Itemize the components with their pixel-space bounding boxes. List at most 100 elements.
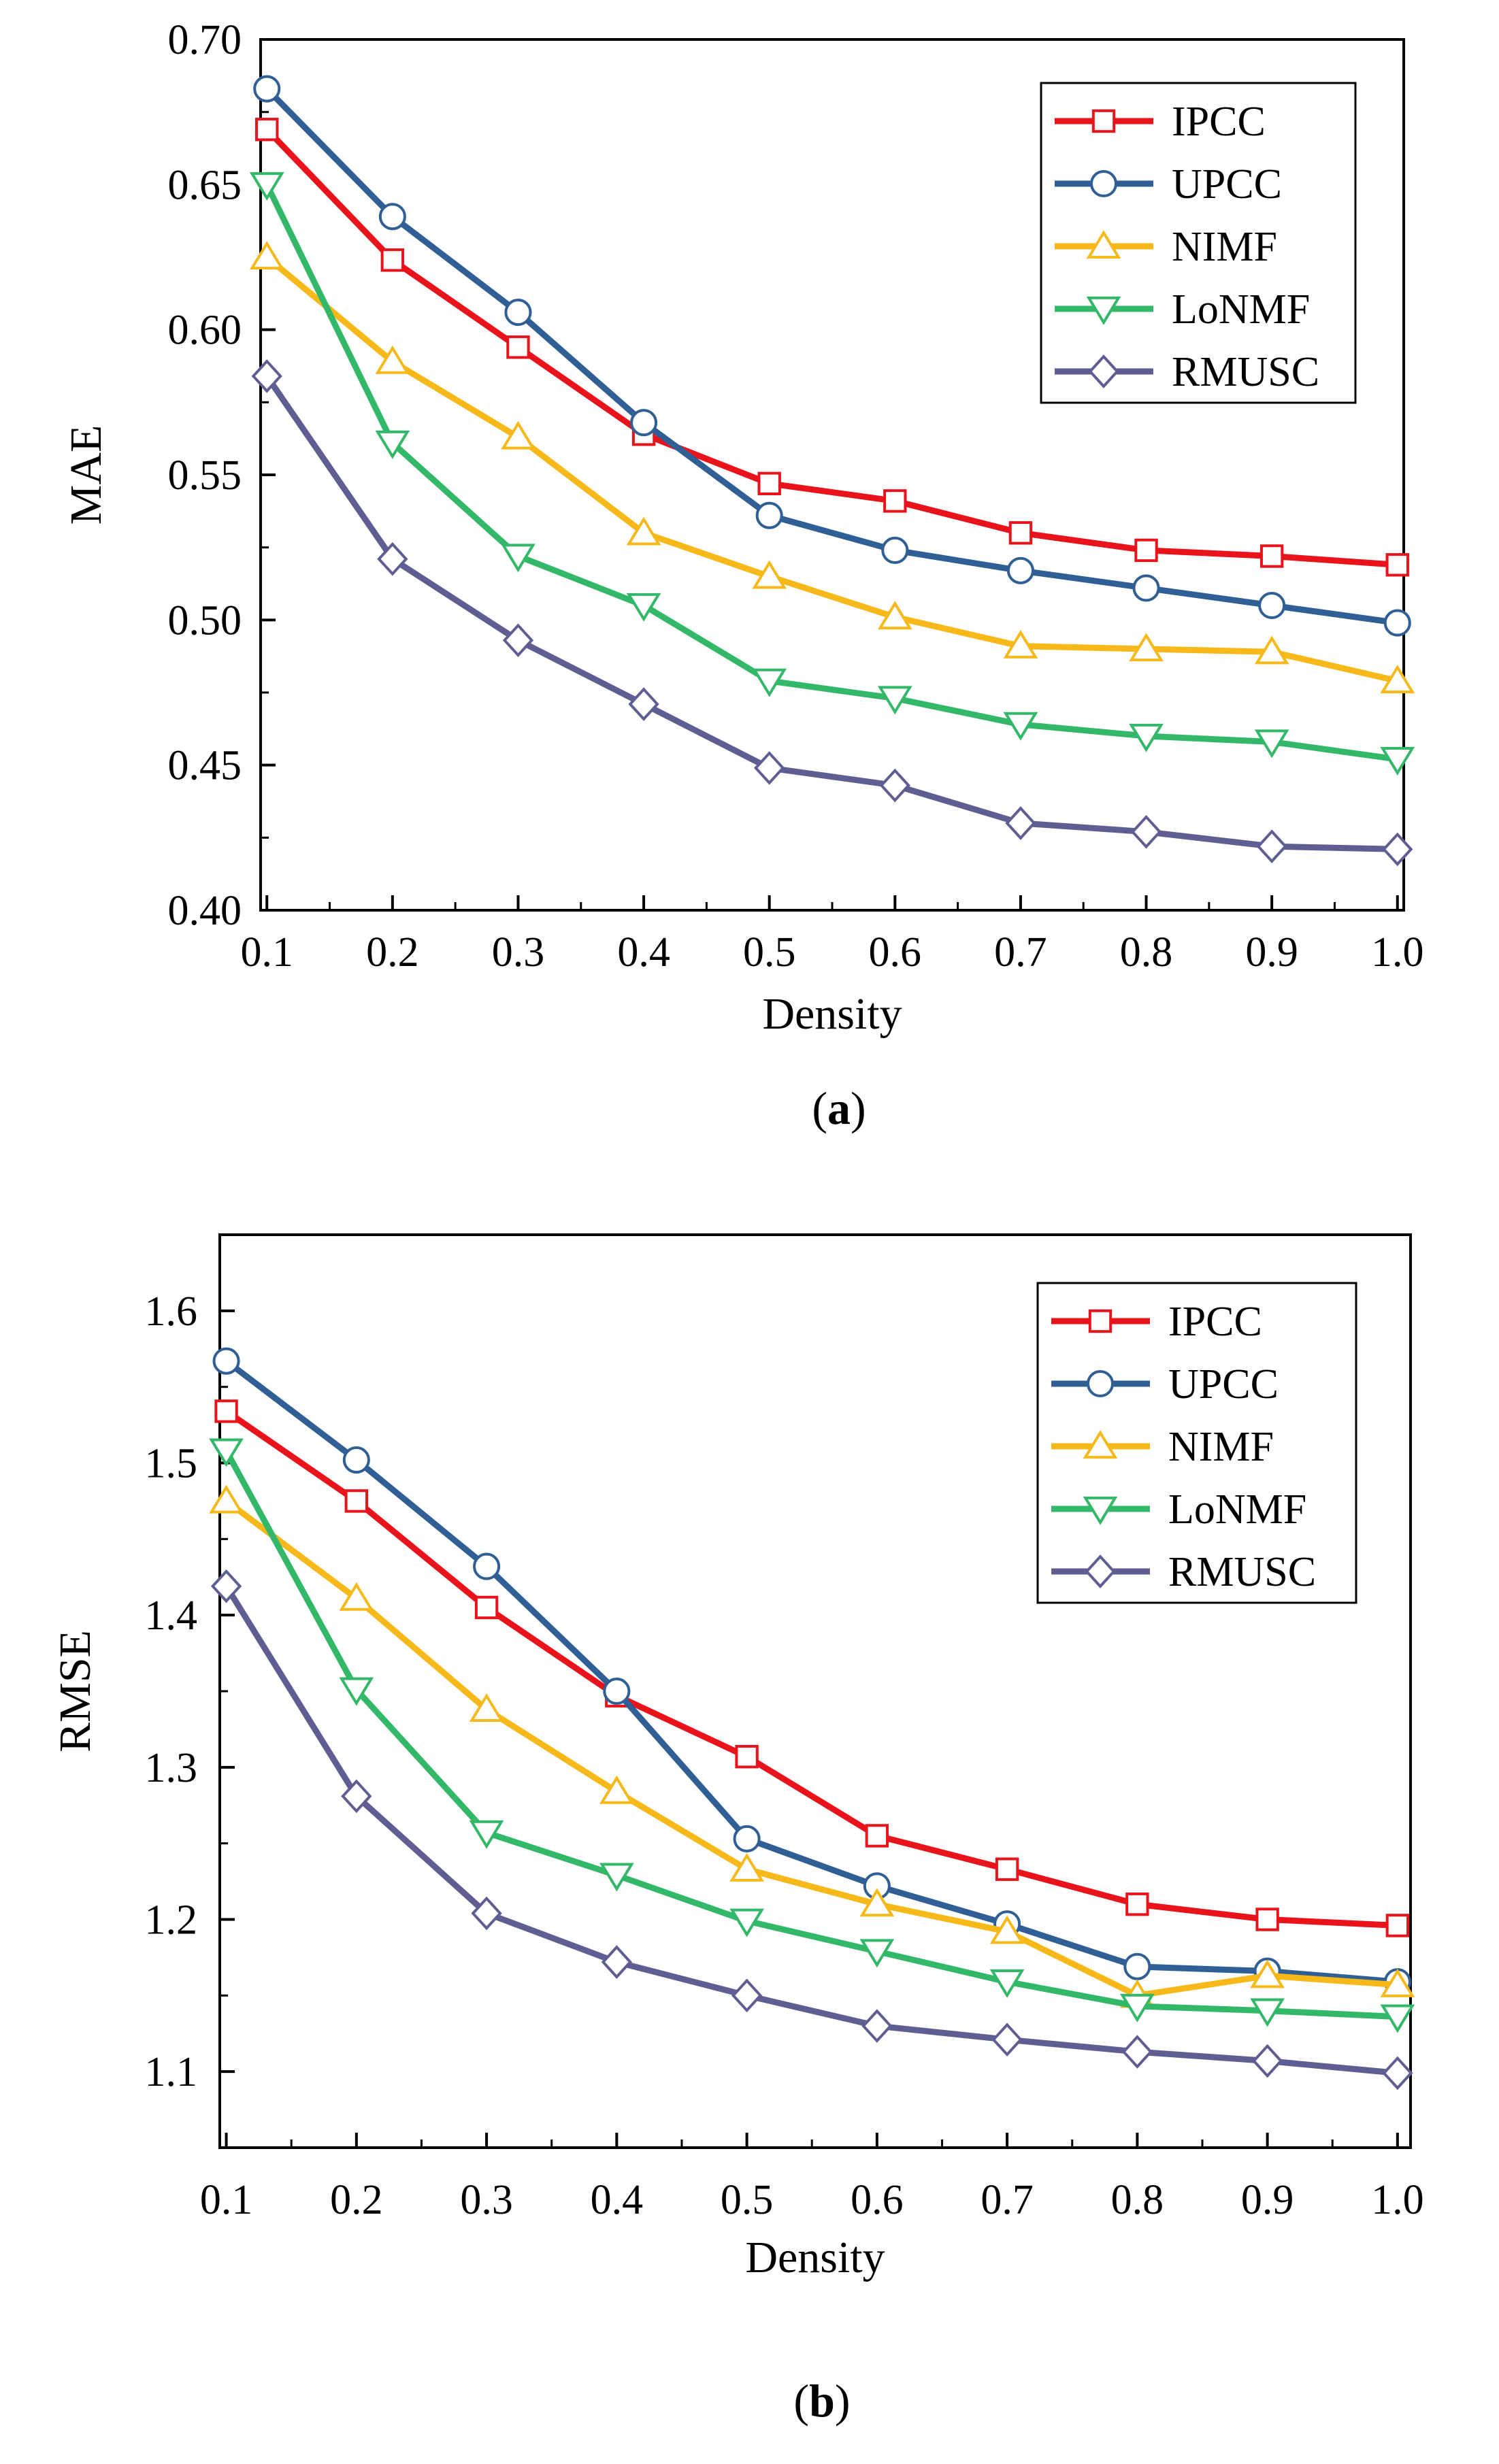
data-point-lonmf	[249, 172, 284, 201]
data-point-upcc	[1132, 574, 1160, 602]
x-tick-label: 0.5	[721, 2177, 774, 2223]
data-point-ipcc	[735, 1744, 759, 1769]
data-point-nimf	[877, 601, 912, 630]
data-point-rmusc	[861, 2009, 893, 2043]
data-point-upcc	[630, 409, 658, 437]
data-point-nimf	[469, 1693, 504, 1722]
data-point-nimf	[1003, 629, 1038, 659]
legend-label-nimf: NIMF	[1172, 224, 1277, 270]
legend-marker-rmusc	[1088, 354, 1119, 388]
chart-panel-b: 1.1 1.2 1.3 1.4 1.5 1.6 0.1 0.2 0.3 0.4 0.5 0.6 0.7 0…	[50, 1233, 1424, 2427]
x-tick-label: 0.4	[591, 2177, 644, 2223]
data-point-ipcc	[214, 1399, 238, 1423]
data-point-nimf	[1254, 635, 1289, 665]
data-point-lonmf	[375, 430, 410, 459]
data-point-rmusc	[377, 542, 408, 576]
y-tick-label: 1.1	[145, 2049, 198, 2095]
data-point-rmusc	[754, 751, 785, 785]
data-point-nimf	[375, 345, 410, 374]
data-point-ipcc	[1385, 553, 1409, 577]
data-point-rmusc	[1256, 829, 1287, 863]
panel-caption-b: (b)	[793, 2375, 850, 2427]
y-tick-label: 0.60	[168, 307, 242, 354]
x-tick-label: 0.1	[240, 929, 293, 976]
data-point-lonmf	[501, 544, 536, 573]
data-point-nimf	[729, 1852, 764, 1882]
data-point-rmusc	[210, 1569, 242, 1603]
data-point-upcc	[473, 1552, 501, 1580]
data-point-ipcc	[757, 471, 781, 495]
x-tick-label: 0.7	[981, 2177, 1034, 2223]
x-tick-label: 0.9	[1241, 2177, 1294, 2223]
x-tick-label: 0.2	[366, 929, 419, 976]
legend-label-upcc: UPCC	[1168, 1361, 1279, 1408]
data-point-upcc	[342, 1446, 370, 1474]
data-point-lonmf	[209, 1438, 244, 1467]
data-point-ipcc	[1125, 1892, 1149, 1916]
data-point-upcc	[881, 536, 909, 564]
data-point-ipcc	[865, 1824, 889, 1848]
y-tick-label: 1.5	[145, 1441, 198, 1487]
y-axis-title: MAE	[61, 425, 111, 525]
y-tick-label: 1.3	[145, 1745, 198, 1791]
legend-box	[1036, 1282, 1357, 1604]
data-point-lonmf	[729, 1908, 764, 1937]
data-point-rmusc	[1251, 2044, 1283, 2078]
y-tick-label: 1.6	[145, 1288, 198, 1335]
x-tick-label: 0.6	[851, 2177, 904, 2223]
legend-marker-upcc	[1089, 169, 1118, 198]
y-axis-title: RMSE	[50, 1630, 100, 1752]
data-point-upcc	[378, 203, 406, 231]
legend-marker-lonmf	[1086, 296, 1121, 325]
data-point-nimf	[1380, 1968, 1415, 1997]
data-point-nimf	[1380, 665, 1415, 694]
data-point-nimf	[599, 1775, 634, 1804]
x-tick-label: 0.2	[330, 2177, 383, 2223]
y-tick-label: 1.2	[145, 1897, 198, 1944]
data-point-lonmf	[339, 1677, 374, 1706]
caption-close-paren: )	[835, 2375, 851, 2427]
y-tick-label: 1.4	[145, 1593, 198, 1639]
data-point-ipcc	[1134, 538, 1158, 563]
data-point-nimf	[859, 1888, 895, 1917]
data-point-lonmf	[626, 593, 661, 622]
x-tick-label: 0.3	[492, 929, 545, 976]
y-tick-label: 0.45	[168, 743, 242, 789]
legend-marker-nimf	[1086, 230, 1121, 259]
x-tick-label: 0.8	[1111, 2177, 1164, 2223]
data-point-rmusc	[991, 2022, 1023, 2057]
data-point-rmusc	[1121, 2035, 1153, 2069]
data-point-upcc	[1123, 1952, 1151, 1980]
legend-marker-ipcc	[1091, 109, 1116, 133]
data-point-lonmf	[1129, 723, 1164, 752]
data-point-rmusc	[471, 1896, 502, 1931]
series-line-nimf	[265, 254, 1398, 684]
data-point-lonmf	[1003, 712, 1038, 741]
y-tick-label: 0.65	[168, 162, 242, 208]
x-tick-label: 0.4	[617, 929, 670, 976]
data-point-rmusc	[1382, 2056, 1413, 2091]
data-point-nimf	[752, 560, 787, 589]
data-point-upcc	[733, 1825, 761, 1853]
series-line-upcc	[265, 86, 1398, 627]
data-point-nimf	[989, 1915, 1025, 1944]
data-point-rmusc	[502, 623, 534, 658]
y-tick-label: 0.50	[168, 597, 242, 644]
data-point-lonmf	[599, 1863, 634, 1892]
data-point-upcc	[1258, 591, 1286, 620]
data-point-rmusc	[1005, 806, 1036, 840]
data-point-ipcc	[380, 248, 405, 272]
data-point-lonmf	[877, 686, 912, 715]
legend-marker-upcc	[1086, 1369, 1115, 1398]
series-line-upcc	[224, 1359, 1398, 1985]
data-point-nimf	[626, 516, 661, 546]
caption-letter: b	[809, 2375, 835, 2427]
data-point-ipcc	[995, 1857, 1019, 1881]
caption-close-paren: )	[851, 1082, 866, 1134]
series-line-lonmf	[223, 1449, 1398, 2020]
caption-open-paren: (	[793, 2375, 809, 2427]
data-point-rmusc	[731, 1978, 763, 2013]
x-tick-label: 0.1	[200, 2177, 253, 2223]
x-axis-title: Density	[745, 2233, 885, 2282]
series-line-ipcc	[225, 1408, 1398, 1929]
